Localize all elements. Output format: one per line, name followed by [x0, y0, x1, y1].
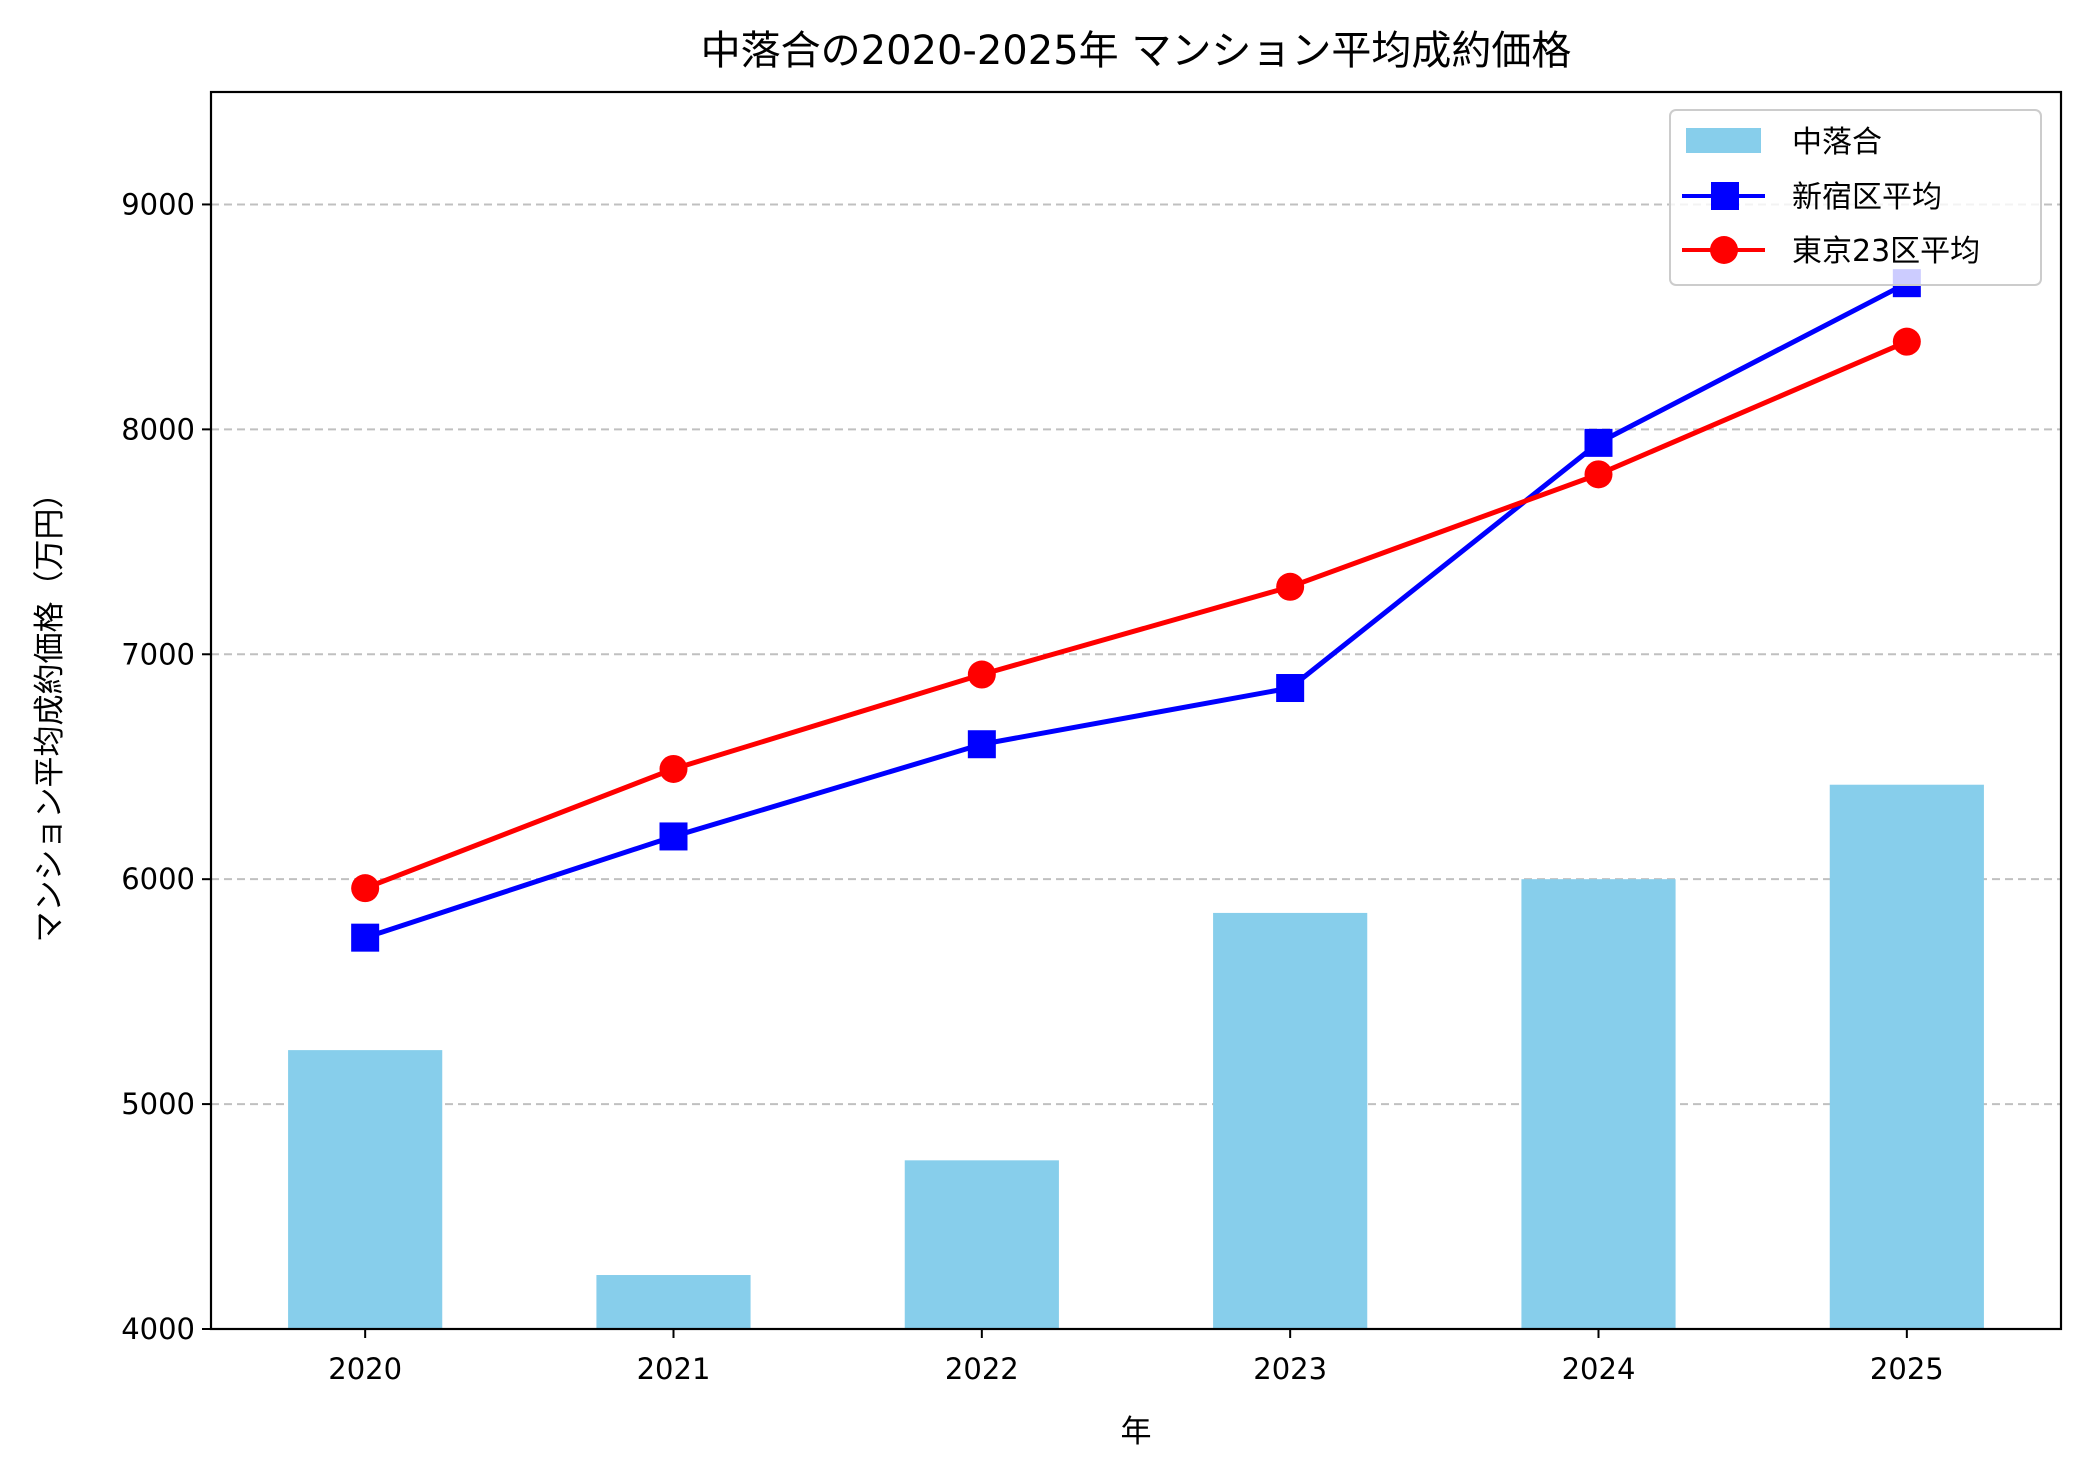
data-point-square [659, 822, 688, 851]
bar [1213, 912, 1368, 1329]
plot-frame [209, 90, 2063, 1331]
data-point-circle [1584, 460, 1613, 489]
legend-label-1: 新宿区平均 [1792, 180, 1942, 215]
x-axis: 2020 2021 2022 2023 2024 2025 [328, 1329, 1944, 1386]
bar [1521, 879, 1676, 1329]
y-axis-label: マンション平均成約価格（万円） [32, 478, 68, 943]
x-axis-label: 年 [1121, 1414, 1152, 1450]
legend-marker-square [1711, 182, 1739, 210]
y-tick-label: 8000 [121, 412, 195, 446]
bar [596, 1275, 751, 1329]
bars [288, 784, 1984, 1329]
bar [1829, 784, 1984, 1329]
legend-swatch-bar [1686, 128, 1761, 153]
data-point-square [1276, 674, 1305, 703]
y-tick-label: 4000 [121, 1312, 195, 1346]
y-tick-label: 9000 [121, 187, 195, 221]
bar [288, 1050, 443, 1329]
legend: 中落合 新宿区平均 東京23区平均 [1669, 109, 2042, 286]
lines [351, 269, 1921, 952]
y-tick-label: 6000 [121, 862, 195, 896]
legend-marker-circle [1710, 236, 1738, 264]
legend-label-0: 中落合 [1792, 125, 1882, 160]
x-tick-label: 2020 [328, 1352, 402, 1386]
series-line [364, 339, 1908, 891]
data-point-square [351, 923, 380, 952]
x-tick-label: 2021 [637, 1352, 711, 1386]
data-point-circle [351, 874, 380, 903]
data-point-circle [1276, 572, 1305, 601]
x-tick-label: 2023 [1253, 1352, 1327, 1386]
chart-title: 中落合の2020-2025年 マンション平均成約価格 [701, 28, 1572, 74]
bar [904, 1160, 1059, 1329]
data-point-square [1584, 428, 1613, 457]
y-axis: 4000 5000 6000 7000 8000 9000 [121, 187, 211, 1346]
y-tick-label: 7000 [121, 637, 195, 671]
legend-label-2: 東京23区平均 [1792, 234, 1980, 269]
data-point-circle [659, 754, 688, 783]
grid [211, 203, 2061, 1106]
y-tick-label: 5000 [121, 1087, 195, 1121]
data-point-circle [1892, 327, 1921, 356]
legend-frame [1669, 109, 2042, 286]
x-tick-label: 2024 [1562, 1352, 1636, 1386]
series-line [364, 280, 1908, 941]
x-tick-label: 2025 [1870, 1352, 1944, 1386]
data-point-circle [967, 660, 996, 689]
x-tick-label: 2022 [945, 1352, 1019, 1386]
data-point-square [967, 730, 996, 759]
